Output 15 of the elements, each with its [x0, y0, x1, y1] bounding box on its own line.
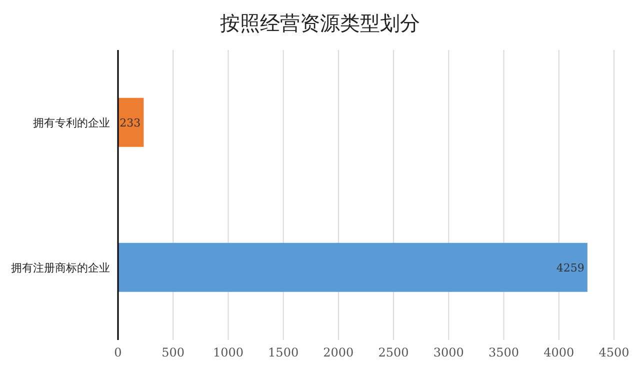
- chart-title: 按照经营资源类型划分: [219, 10, 421, 37]
- x-tick-label: 3500: [488, 346, 520, 360]
- y-tick-label: 拥有注册商标的企业: [11, 261, 110, 274]
- x-tick-label: 0: [114, 346, 122, 360]
- x-tick-label: 2000: [323, 346, 354, 360]
- y-tick-label: 拥有专利的企业: [33, 116, 110, 130]
- x-tick-label: 4000: [544, 346, 574, 360]
- x-tick-label: 500: [162, 346, 185, 360]
- x-tick-label: 4500: [598, 346, 630, 360]
- x-tick-label: 2500: [378, 346, 409, 360]
- x-tick-label: 1500: [268, 346, 299, 360]
- data-label: 233: [120, 116, 141, 130]
- x-tick-label: 3000: [433, 346, 464, 360]
- data-label: 4259: [556, 261, 584, 274]
- x-tick-label: 1000: [212, 346, 244, 360]
